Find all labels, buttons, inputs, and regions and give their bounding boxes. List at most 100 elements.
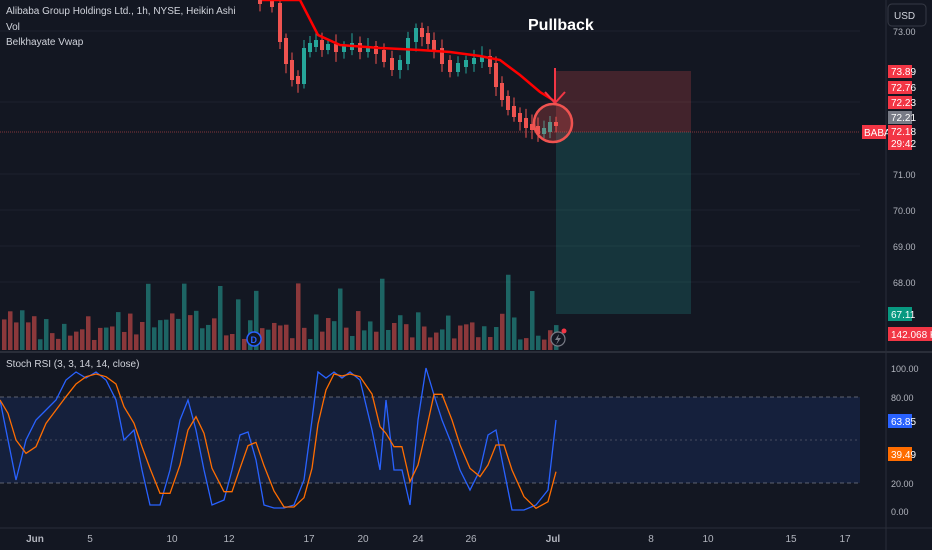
volume-bar [284,324,289,350]
candle-body [302,48,306,84]
time-axis[interactable]: Jun 5 10 12 17 20 24 26 Jul 8 10 15 17 [26,534,851,545]
volume-bar [380,278,385,350]
candle-body [314,40,318,47]
volume-bar [44,319,49,350]
volume-bar [50,333,55,350]
volume-bar [434,332,439,350]
time-tick-label: 17 [839,534,851,545]
volume-bar [170,313,175,350]
volume-bar [476,337,481,350]
candle-body [464,60,468,67]
price-tick-label: 73.00 [893,27,916,37]
volume-bar [8,311,13,350]
volume-bar [356,311,361,350]
volume-bar [152,327,157,350]
volume-bar [314,314,319,350]
candle-body [398,60,402,70]
badge-last-text: 72.18 [891,127,916,138]
volume-bar [122,331,127,350]
volume-bar [500,313,505,350]
candle-body [494,63,498,87]
volume-bar [410,337,415,350]
vwap-legend[interactable]: Belkhayate Vwap [6,37,84,48]
volume-bar [104,327,109,350]
price-tick-label: 71.00 [893,170,916,180]
volume-bar [368,321,373,350]
badge-vwap-text: 72.76 [891,83,916,94]
vol-legend[interactable]: Vol [6,22,20,33]
volume-bar [236,299,241,350]
volume-bar [362,330,367,350]
price-axis[interactable]: 73.00 71.00 70.00 69.00 68.00 [893,27,916,288]
candle-body [278,3,282,42]
volume-bar [158,320,163,350]
candle-body [488,56,492,67]
time-tick-label: 17 [303,534,315,545]
badge-volume-text: 142.068 K [891,330,932,341]
volume-bar [140,321,145,350]
candle-body [548,122,552,132]
volume-bar [20,310,25,350]
time-tick-label: 12 [223,534,235,545]
volume-bar [458,325,463,350]
badge-stoch-d-text: 39.49 [891,450,916,461]
volume-bar [38,339,43,350]
volume-bar [302,327,307,350]
volume-bar [524,338,529,350]
candle-body [290,60,294,80]
time-tick-label: Jun [26,534,44,545]
stoch-tick-label: 100.00 [891,364,919,374]
badge-open [888,111,912,124]
volume-bar [338,288,343,350]
candle-body [448,60,452,72]
candle-body [320,40,324,50]
time-tick-label: 10 [166,534,178,545]
volume-bar [530,291,535,350]
candle-body [382,50,386,62]
symbol-title[interactable]: Alibaba Group Holdings Ltd., 1h, NYSE, H… [6,6,236,17]
volume-bar [374,331,379,350]
candle-body [334,44,338,52]
volume-bar [242,338,247,350]
volume-bar [392,322,397,350]
candle-body [500,83,504,100]
volume-bar [548,330,553,350]
volume-bar [440,329,445,350]
volume-bar [290,338,295,350]
volume-bar [98,327,103,350]
stoch-axis[interactable]: 100.00 80.00 20.00 0.00 [891,364,919,517]
volume-bar [176,318,181,350]
volume-bar [536,335,541,350]
take-profit-zone[interactable] [556,132,691,314]
candle-body [480,56,484,62]
stop-loss-zone[interactable] [556,71,691,132]
badge-stop-text: 73.89 [891,67,916,78]
currency-button[interactable] [887,3,927,27]
volume-bar [494,327,499,350]
volume-bar [404,324,409,350]
volume-bar [386,329,391,350]
badge-symbol [862,125,886,139]
badge-stop [888,65,912,78]
time-tick-label: 20 [357,534,369,545]
volume-bar [2,319,7,350]
candle-body [512,106,516,117]
dividend-icon[interactable] [246,331,262,347]
candle-body [440,48,444,64]
volume-bar [350,335,355,350]
volume-bar [182,283,187,350]
badge-volume [888,327,932,341]
candle-body [296,76,300,84]
volume-bar [428,337,433,350]
volume-bar [398,315,403,350]
badge-symbol-text: BABA [864,128,891,139]
candle-body [270,0,274,7]
time-tick-label: 26 [465,534,477,545]
volume-bar [224,335,229,350]
candle-body [342,46,346,52]
stoch-legend[interactable]: Stoch RSI (3, 3, 14, 14, close) [6,359,140,370]
badge-countdown-text: 29:42 [891,139,916,150]
stoch-tick-label: 20.00 [891,479,914,489]
candle-body [472,58,476,64]
